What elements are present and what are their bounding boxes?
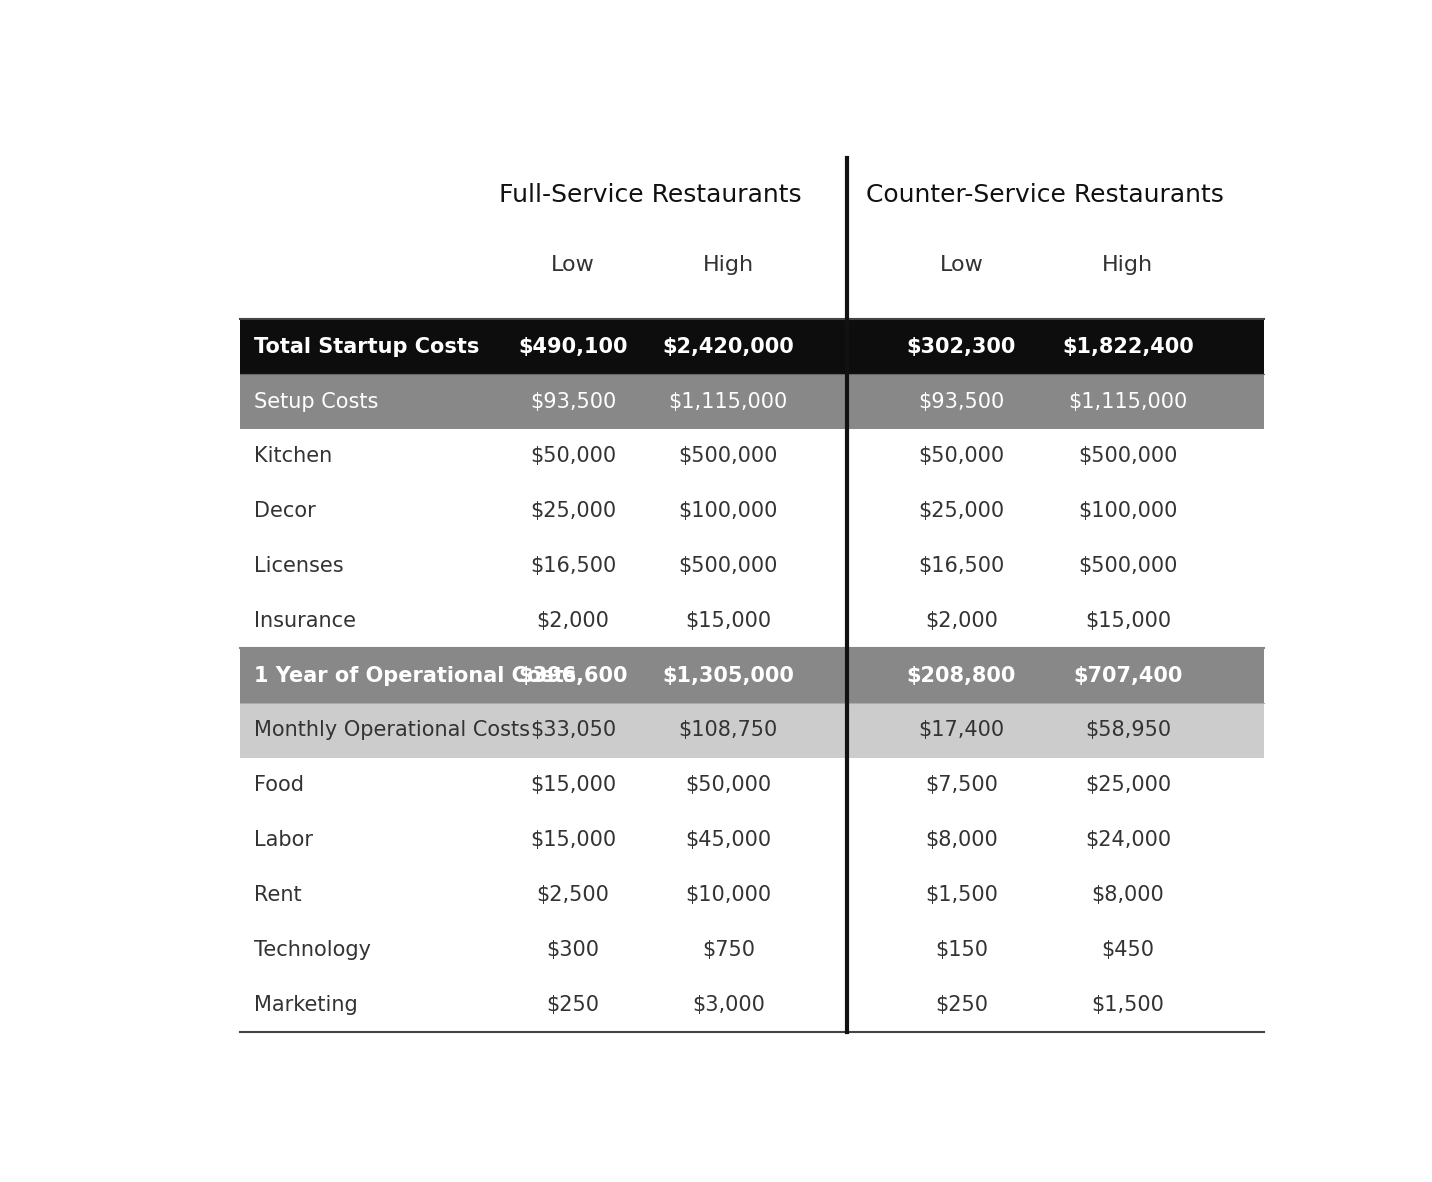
Text: $300: $300: [547, 940, 600, 960]
Text: Low: Low: [551, 254, 594, 274]
Text: Marketing: Marketing: [255, 994, 358, 1014]
Text: $8,000: $8,000: [925, 830, 998, 850]
Text: $1,500: $1,500: [925, 885, 998, 905]
Text: $250: $250: [547, 994, 600, 1014]
Text: Counter-Service Restaurants: Counter-Service Restaurants: [866, 183, 1223, 207]
Text: $58,950: $58,950: [1085, 721, 1171, 740]
Text: $16,500: $16,500: [918, 556, 1004, 576]
Text: Kitchen: Kitchen: [255, 447, 332, 467]
Text: $2,000: $2,000: [925, 611, 998, 631]
Text: $208,800: $208,800: [906, 665, 1017, 686]
Text: Setup Costs: Setup Costs: [255, 391, 379, 411]
Text: $1,500: $1,500: [1091, 994, 1164, 1014]
Text: $8,000: $8,000: [1091, 885, 1164, 905]
Text: $250: $250: [935, 994, 988, 1014]
Bar: [241, 922, 1264, 978]
Text: Food: Food: [255, 775, 305, 795]
Text: $15,000: $15,000: [686, 611, 772, 631]
Text: $17,400: $17,400: [918, 721, 1004, 740]
Text: High: High: [703, 254, 753, 274]
Text: Decor: Decor: [255, 501, 316, 521]
Text: $50,000: $50,000: [530, 447, 616, 467]
Text: $7,500: $7,500: [925, 775, 998, 795]
Text: $10,000: $10,000: [686, 885, 772, 905]
Text: High: High: [1103, 254, 1153, 274]
Text: Monthly Operational Costs: Monthly Operational Costs: [255, 721, 530, 740]
Text: $93,500: $93,500: [918, 391, 1004, 411]
Text: $450: $450: [1101, 940, 1154, 960]
Text: $1,822,400: $1,822,400: [1063, 337, 1194, 357]
Text: Insurance: Insurance: [255, 611, 357, 631]
Bar: [241, 813, 1264, 868]
Text: $1,305,000: $1,305,000: [663, 665, 795, 686]
Bar: [241, 429, 1264, 483]
Text: $500,000: $500,000: [1078, 447, 1177, 467]
Text: Labor: Labor: [255, 830, 314, 850]
Bar: [241, 868, 1264, 922]
Bar: [241, 978, 1264, 1032]
Text: $100,000: $100,000: [1078, 501, 1177, 521]
Text: $100,000: $100,000: [679, 501, 778, 521]
Text: $25,000: $25,000: [1085, 775, 1171, 795]
Text: $396,600: $396,600: [518, 665, 627, 686]
Text: Rent: Rent: [255, 885, 302, 905]
Text: $500,000: $500,000: [1078, 556, 1177, 576]
Bar: [241, 375, 1264, 429]
Text: $50,000: $50,000: [918, 447, 1004, 467]
Text: $707,400: $707,400: [1073, 665, 1183, 686]
Text: $302,300: $302,300: [906, 337, 1017, 357]
Text: $24,000: $24,000: [1085, 830, 1171, 850]
Text: $1,115,000: $1,115,000: [669, 391, 788, 411]
Bar: [241, 483, 1264, 539]
Text: $150: $150: [935, 940, 988, 960]
Text: $15,000: $15,000: [530, 775, 616, 795]
Text: $25,000: $25,000: [530, 501, 616, 521]
Text: Full-Service Restaurants: Full-Service Restaurants: [500, 183, 802, 207]
Text: Total Startup Costs: Total Startup Costs: [255, 337, 480, 357]
Text: $16,500: $16,500: [530, 556, 616, 576]
Bar: [241, 539, 1264, 593]
Text: $45,000: $45,000: [686, 830, 772, 850]
Text: $490,100: $490,100: [518, 337, 627, 357]
Text: $500,000: $500,000: [679, 556, 778, 576]
Bar: [241, 648, 1264, 703]
Text: 1 Year of Operational Costs: 1 Year of Operational Costs: [255, 665, 577, 686]
Text: $108,750: $108,750: [679, 721, 778, 740]
Text: $25,000: $25,000: [918, 501, 1004, 521]
Bar: [241, 319, 1264, 375]
Text: $3,000: $3,000: [692, 994, 765, 1014]
Text: $500,000: $500,000: [679, 447, 778, 467]
Text: $750: $750: [702, 940, 755, 960]
Text: $50,000: $50,000: [686, 775, 772, 795]
Text: Low: Low: [939, 254, 984, 274]
Text: $2,420,000: $2,420,000: [663, 337, 795, 357]
Text: $15,000: $15,000: [1085, 611, 1171, 631]
Bar: [241, 758, 1264, 813]
Text: $33,050: $33,050: [530, 721, 616, 740]
Text: Licenses: Licenses: [255, 556, 344, 576]
Text: Technology: Technology: [255, 940, 371, 960]
Text: $1,115,000: $1,115,000: [1068, 391, 1187, 411]
Text: $15,000: $15,000: [530, 830, 616, 850]
Text: $2,500: $2,500: [537, 885, 610, 905]
Bar: [241, 593, 1264, 648]
Bar: [241, 703, 1264, 758]
Text: $93,500: $93,500: [530, 391, 616, 411]
Text: $2,000: $2,000: [537, 611, 610, 631]
